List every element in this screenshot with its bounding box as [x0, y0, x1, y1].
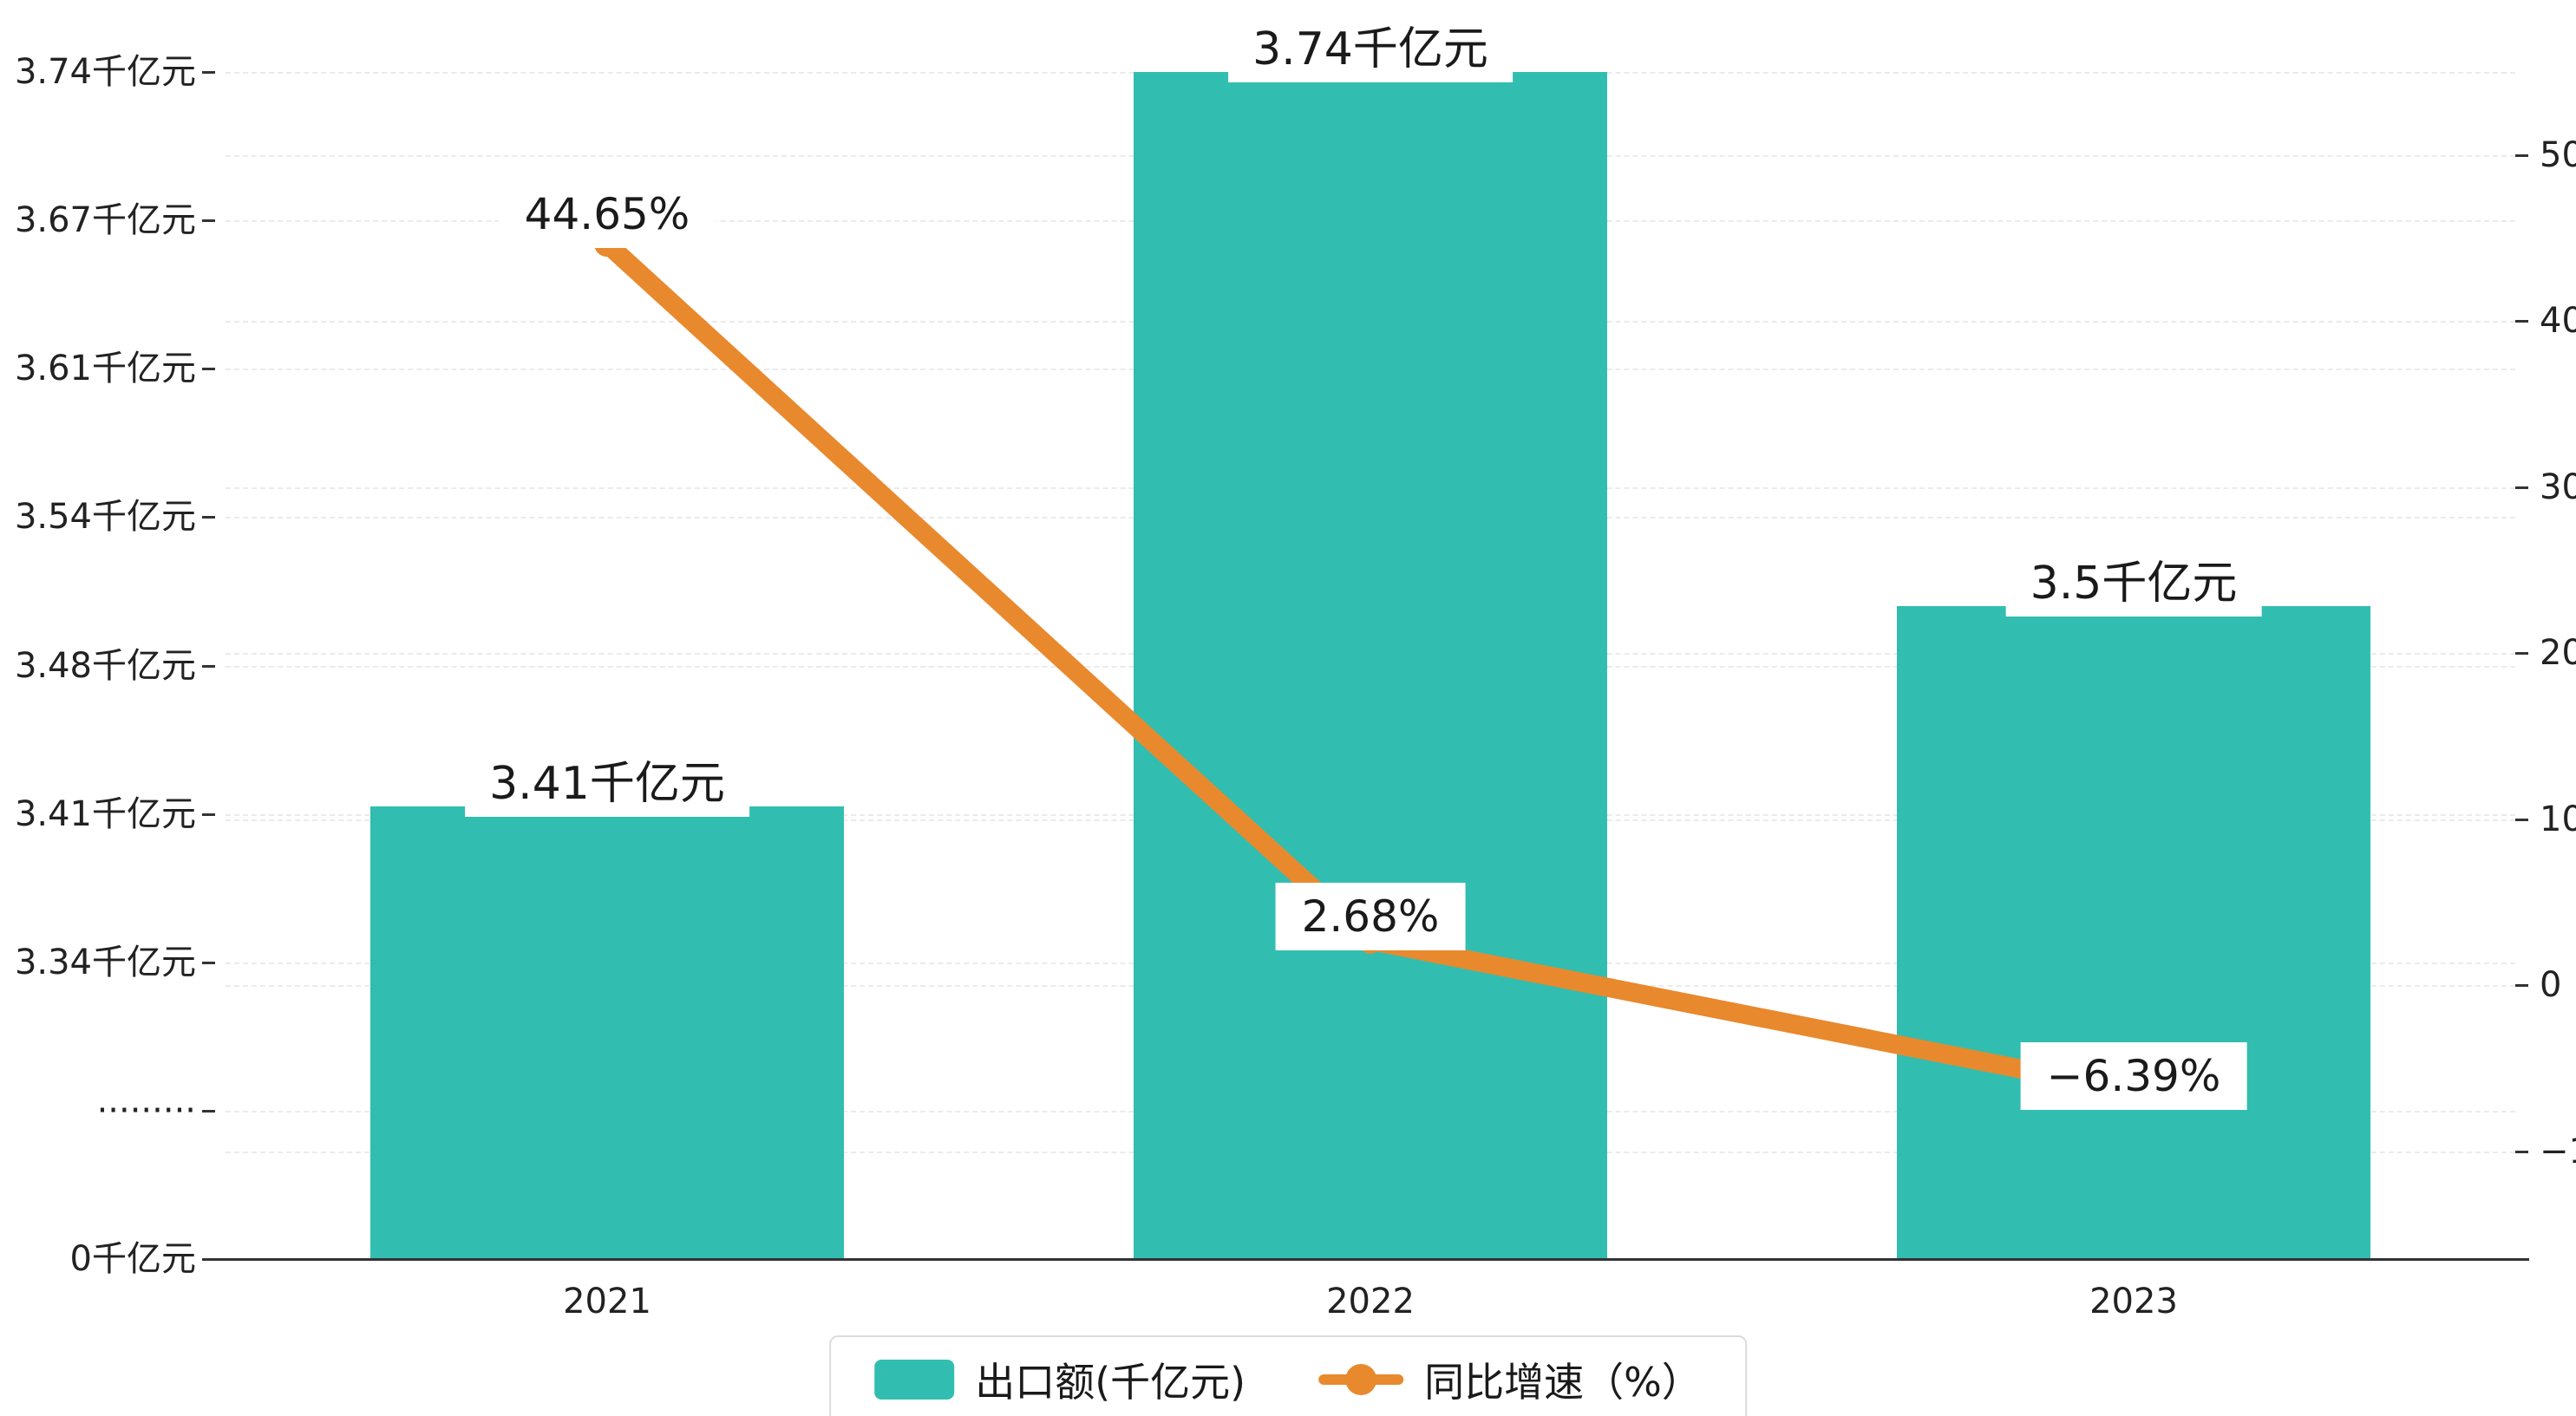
bar-2023[interactable]	[1897, 606, 2370, 1259]
left-axis-tick-label: 3.48千亿元	[14, 645, 196, 686]
legend-label-growth: 同比增速（%）	[1424, 1359, 1702, 1406]
right-axis-tick-label: 20	[2540, 633, 2576, 674]
line-value-label: 2.68%	[1275, 882, 1466, 950]
left-axis-tick-label: 3.67千亿元	[14, 200, 196, 241]
bar-2021[interactable]	[370, 806, 844, 1259]
legend-item-growth[interactable]: 同比增速（%）	[1318, 1351, 1702, 1408]
left-axis: 0千亿元 ········· 3.34千亿元 3.41千亿元 3.48千亿元 3.54千亿…	[0, 52, 219, 1279]
plot-area: 3.41千亿元 3.74千亿元 3.5千亿元 44.65% 2.68% −6.39%	[226, 7, 2515, 1259]
line-value-label: −6.39%	[2020, 1042, 2247, 1111]
right-axis: 50 40 30 20 10 0 −10	[2515, 72, 2576, 1259]
left-axis-tick-label: 3.74千亿元	[14, 52, 196, 92]
right-axis-tick	[2515, 818, 2528, 821]
left-axis-tick	[202, 368, 215, 371]
right-axis-tick-label: 30	[2540, 467, 2576, 507]
right-axis-tick-label: 40	[2540, 301, 2576, 342]
bar-value-label: 3.5千亿元	[2005, 541, 2262, 617]
legend-item-export[interactable]: 出口额(千亿元)	[874, 1351, 1246, 1408]
left-axis-tick	[202, 71, 215, 74]
left-axis-tick-label: 3.41千亿元	[14, 793, 196, 834]
left-axis-tick	[202, 812, 215, 816]
right-axis-tick	[2515, 984, 2528, 988]
x-axis-label-2021: 2021	[563, 1282, 651, 1321]
x-axis-line	[206, 1258, 2529, 1261]
bar-2022[interactable]	[1134, 72, 1607, 1259]
x-axis-label-2022: 2022	[1326, 1282, 1415, 1321]
labels-layer: 3.41千亿元 3.74千亿元 3.5千亿元 44.65% 2.68% −6.39%	[226, 7, 2515, 1259]
left-axis-tick	[202, 961, 215, 964]
right-axis-tick	[2515, 652, 2528, 656]
right-axis-tick	[2515, 486, 2528, 489]
left-axis-tick	[202, 1109, 215, 1113]
right-axis-tick	[2515, 320, 2528, 323]
right-axis-tick-label: −10	[2540, 1131, 2576, 1171]
x-axis-label-2023: 2023	[2089, 1282, 2178, 1321]
x-axis-labels: 2021 2022 2023	[226, 1273, 2515, 1325]
legend: 出口额(千亿元) 同比增速（%）	[829, 1335, 1747, 1416]
line-series-marker	[1318, 1364, 1404, 1395]
left-axis-tick	[202, 516, 215, 519]
right-axis-tick-label: 50	[2540, 134, 2576, 175]
bar-value-label: 3.41千亿元	[465, 741, 749, 818]
bar-series-swatch	[874, 1360, 955, 1400]
bars-layer	[226, 72, 2515, 1259]
left-axis-tick-label: 3.34千亿元	[14, 942, 196, 982]
bar-value-label: 3.74千亿元	[1228, 7, 1513, 82]
line-series-dot-icon	[1345, 1364, 1377, 1395]
right-axis-tick	[2515, 1150, 2528, 1153]
left-axis-tick-label: 0千亿元	[69, 1239, 196, 1279]
left-axis-tick	[202, 219, 215, 223]
left-axis-tick	[202, 664, 215, 668]
right-axis-tick-label: 10	[2540, 799, 2576, 839]
line-value-label: 44.65%	[498, 180, 716, 249]
right-axis-tick	[2515, 153, 2528, 157]
left-axis-tick-label: ·········	[96, 1090, 196, 1131]
left-axis-tick-label: 3.61千亿元	[14, 349, 196, 389]
right-axis-tick-label: 0	[2540, 965, 2562, 1006]
legend-label-export: 出口额(千亿元)	[975, 1359, 1246, 1406]
left-axis-tick-label: 3.54千亿元	[14, 497, 196, 538]
